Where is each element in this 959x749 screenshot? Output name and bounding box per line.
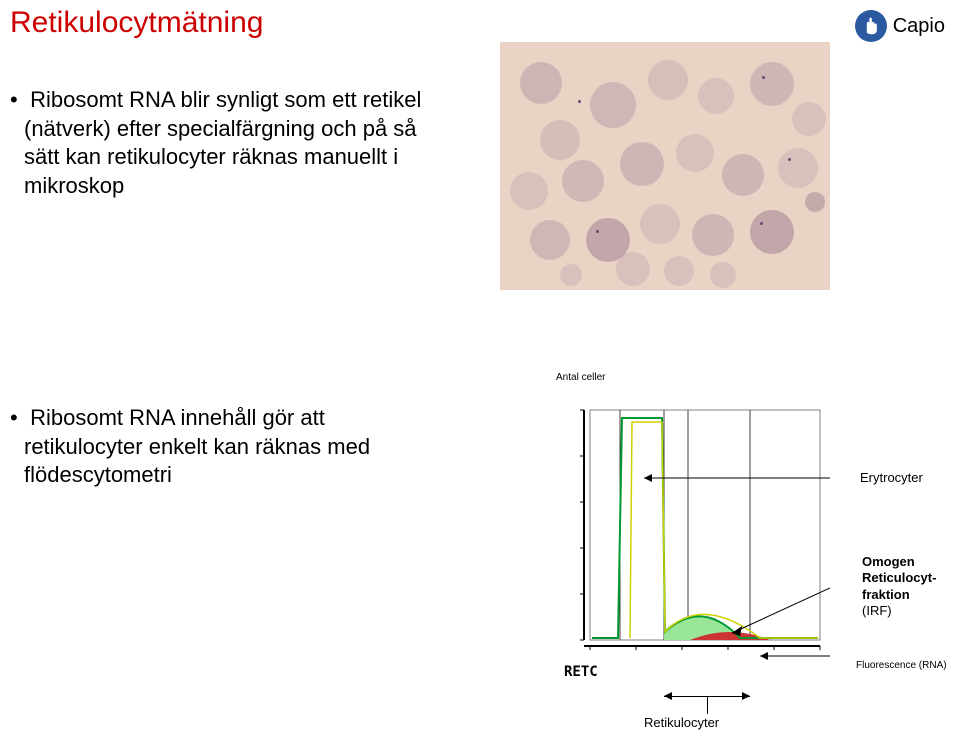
cell-shape: [616, 252, 650, 286]
axis-y-label: Antal celler: [556, 372, 605, 383]
bullet-marker-icon: •: [10, 86, 24, 115]
cell-shape: [710, 262, 736, 288]
cell-shape: [676, 134, 714, 172]
fluorescence-label: Fluorescence (RNA): [856, 660, 947, 671]
bullet-1-line-1: Ribosomt RNA blir synligt som ett retike…: [30, 87, 421, 112]
cell-shape: [540, 120, 580, 160]
arrowhead-icon: [742, 692, 750, 700]
connector-line: [707, 696, 708, 714]
speckle-icon: [596, 230, 599, 233]
brand-logo: Capio: [855, 10, 945, 42]
irf-line-4: (IRF): [862, 603, 892, 618]
cell-shape: [750, 62, 794, 106]
cell-shape: [562, 160, 604, 202]
speckle-icon: [578, 100, 581, 103]
cell-shape: [590, 82, 636, 128]
bullet-2-line-2: retikulocyter enkelt kan räknas med: [24, 433, 370, 462]
bullet-1-line-3: sätt kan retikulocyter räknas manuellt i: [24, 143, 398, 172]
cell-shape: [510, 172, 548, 210]
flow-cytometry-plot: [560, 390, 830, 660]
erythrocyte-label: Erytrocyter: [860, 470, 923, 485]
retc-axis-label: RETC: [564, 664, 598, 680]
cell-shape: [530, 220, 570, 260]
cell-shape: [698, 78, 734, 114]
cell-shape: [692, 214, 734, 256]
cell-shape: [750, 210, 794, 254]
page-title: Retikulocytmätning: [10, 6, 263, 40]
cell-shape: [664, 256, 694, 286]
bullet-2-line-1: Ribosomt RNA innehåll gör att: [30, 405, 325, 430]
cell-shape: [560, 264, 582, 286]
irf-line-2: Reticulocyt-: [862, 570, 936, 585]
speckle-icon: [788, 158, 791, 161]
cell-shape: [722, 154, 764, 196]
bullet-marker-icon: •: [10, 404, 24, 433]
irf-label: Omogen Reticulocyt- fraktion (IRF): [862, 554, 957, 619]
cell-shape: [520, 62, 562, 104]
speckle-icon: [760, 222, 763, 225]
arrowhead-icon: [664, 692, 672, 700]
cell-shape: [778, 148, 818, 188]
bullet-2-line-3: flödescytometri: [24, 461, 172, 490]
speckle-icon: [762, 76, 765, 79]
reticulocyte-label: Retikulocyter: [644, 715, 719, 730]
cell-shape: [792, 102, 826, 136]
cell-shape: [640, 204, 680, 244]
irf-line-3: fraktion: [862, 587, 910, 602]
bullet-1-line-4: mikroskop: [24, 172, 124, 201]
bullet-1-line-2: (nätverk) efter specialfärgning och på s…: [24, 115, 417, 144]
hand-icon: [855, 10, 887, 42]
cell-shape: [805, 192, 825, 212]
irf-line-1: Omogen: [862, 554, 915, 569]
bullet-1: • Ribosomt RNA blir synligt som ett reti…: [10, 86, 490, 200]
slide: Retikulocytmätning Capio • Ribosomt RNA …: [0, 0, 959, 749]
bullet-2: • Ribosomt RNA innehåll gör att retikulo…: [10, 404, 490, 490]
microscopy-image: [500, 42, 830, 290]
cell-shape: [648, 60, 688, 100]
brand-text: Capio: [893, 15, 945, 38]
cell-shape: [620, 142, 664, 186]
